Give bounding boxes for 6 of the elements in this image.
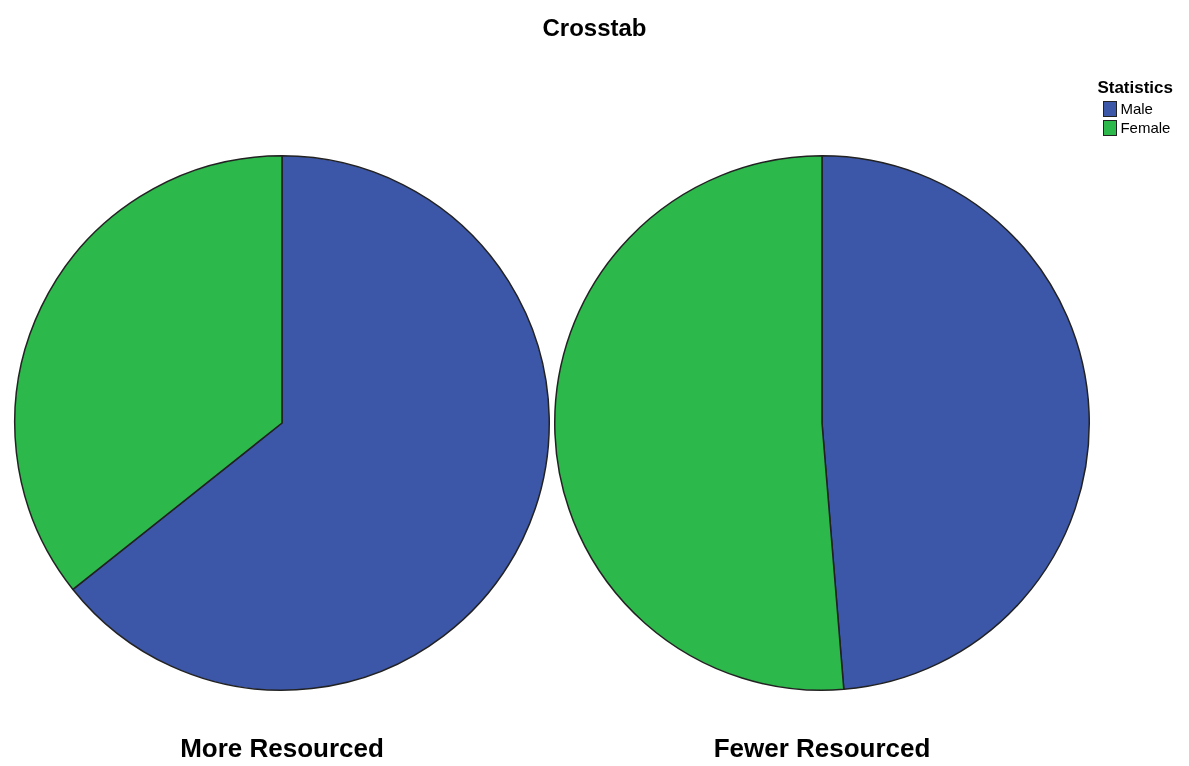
- legend-label: Female: [1120, 119, 1171, 136]
- slice-label: Fewer Resourced: [712, 733, 932, 764]
- chart-title: Crosstab: [541, 14, 648, 42]
- legend-label: Male: [1120, 100, 1153, 117]
- slice-label: More Resourced: [179, 733, 385, 764]
- legend-title: Statistics: [1097, 78, 1173, 98]
